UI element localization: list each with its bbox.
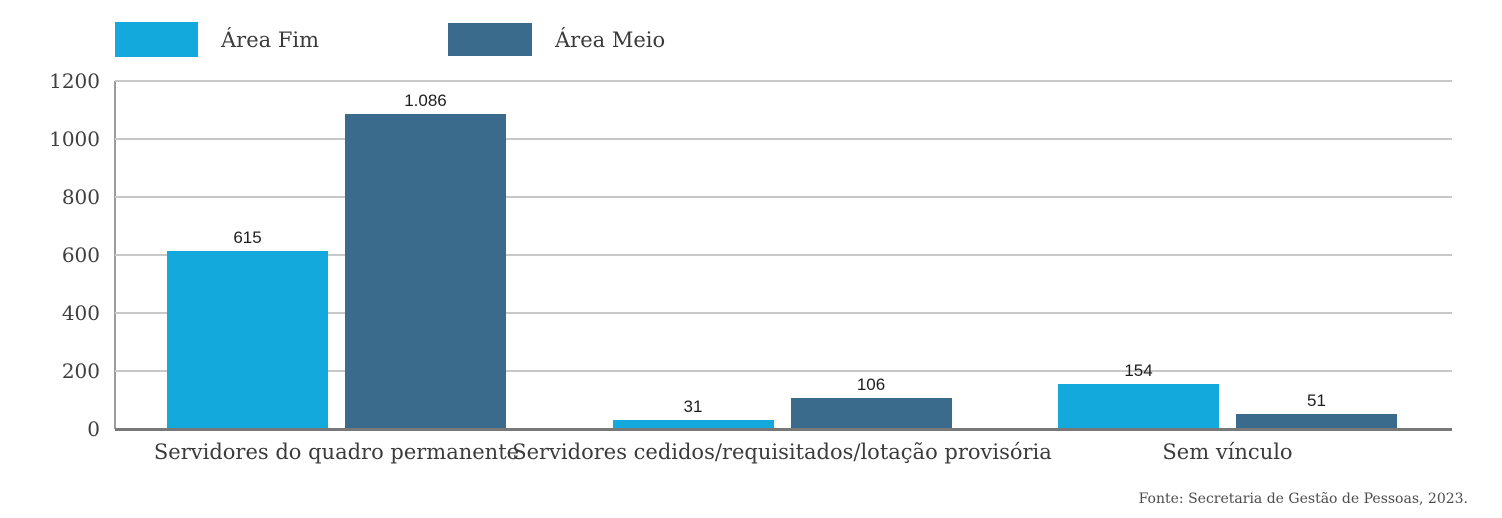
legend-item-area-fim: Área Fim bbox=[115, 22, 319, 57]
bar-value-label: 51 bbox=[1307, 391, 1326, 411]
bar-area-meio-group-3 bbox=[1236, 414, 1397, 429]
x-axis-category-label: Servidores do quadro permanente bbox=[153, 440, 520, 464]
source-note: Fonte: Secretaria de Gestão de Pessoas, … bbox=[1138, 491, 1468, 507]
legend-item-area-meio: Área Meio bbox=[448, 23, 665, 56]
x-axis-category-label: Servidores cedidos/requisitados/lotação … bbox=[512, 440, 1052, 464]
y-axis-tick-label: 0 bbox=[87, 417, 100, 441]
bar-area-meio-group-2 bbox=[790, 398, 952, 429]
x-axis-baseline bbox=[115, 427, 1452, 431]
gridline bbox=[115, 312, 1452, 314]
gridline bbox=[115, 138, 1452, 140]
bar-area-meio-group-1 bbox=[345, 114, 506, 429]
legend-label-area-fim: Área Fim bbox=[221, 27, 320, 52]
y-axis-tick-label: 1000 bbox=[49, 127, 100, 151]
bar-value-label: 615 bbox=[233, 227, 262, 247]
gridline bbox=[115, 80, 1452, 82]
x-axis-category-label: Sem vínculo bbox=[1162, 440, 1293, 464]
gridline bbox=[115, 254, 1452, 256]
gridline bbox=[115, 370, 1452, 372]
bar-value-label: 154 bbox=[1124, 361, 1153, 381]
bar-value-label: 106 bbox=[856, 375, 886, 395]
bar-value-label: 31 bbox=[683, 397, 703, 416]
bar-value-label: 1.086 bbox=[404, 91, 447, 111]
y-axis-tick-label: 600 bbox=[61, 243, 100, 267]
bar-area-fim-group-3 bbox=[1058, 384, 1219, 429]
y-axis-tick-label: 200 bbox=[61, 359, 100, 383]
legend-swatch-area-fim bbox=[115, 22, 198, 57]
gridline bbox=[115, 196, 1452, 198]
legend-label-area-meio: Área Meio bbox=[555, 27, 666, 52]
legend-swatch-area-meio bbox=[448, 23, 532, 56]
y-axis-tick-label: 400 bbox=[61, 301, 100, 325]
y-axis-tick-label: 1200 bbox=[49, 69, 100, 93]
y-axis-tick-label: 800 bbox=[61, 185, 100, 209]
bar-area-fim-group-2 bbox=[612, 420, 774, 429]
bar-area-fim-group-1 bbox=[167, 250, 328, 429]
